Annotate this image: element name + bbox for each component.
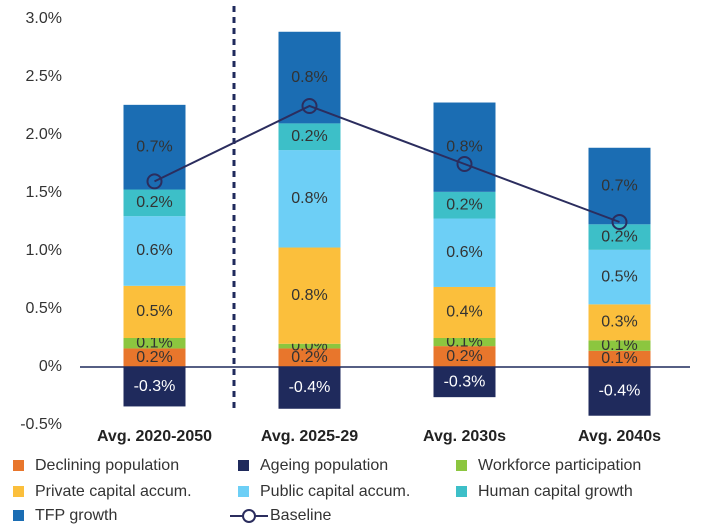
- legend-marker: [242, 509, 256, 523]
- data-label: -0.4%: [289, 379, 331, 396]
- bar-segment: [433, 367, 496, 398]
- bar-segment: [433, 286, 496, 338]
- bar-segment: [588, 147, 651, 225]
- y-tick-label: 2.0%: [26, 126, 62, 143]
- data-label: 0.6%: [446, 244, 482, 261]
- y-tick-label: 3.0%: [26, 10, 62, 27]
- data-label: 0.2%: [136, 194, 172, 211]
- data-label: 0.4%: [446, 304, 482, 321]
- bar-segment: [278, 343, 341, 349]
- y-tick-label: -0.5%: [20, 416, 62, 433]
- y-tick-label: 1.0%: [26, 242, 62, 259]
- bar-segment: [433, 346, 496, 367]
- legend-swatch: [456, 460, 467, 471]
- x-tick-label: Avg. 2025-29: [261, 428, 358, 445]
- legend-label: Private capital accum.: [35, 483, 192, 500]
- bar-segment: [123, 348, 186, 367]
- data-label: 0.5%: [136, 303, 172, 320]
- legend-swatch: [13, 486, 24, 497]
- data-label: 0.8%: [446, 138, 482, 155]
- data-label: -0.3%: [134, 378, 176, 395]
- data-label: 0.2%: [446, 348, 482, 365]
- bar-segment: [433, 218, 496, 287]
- bar-segment: [278, 31, 341, 124]
- data-label: 0.7%: [136, 138, 172, 155]
- bar-segment: [433, 102, 496, 192]
- legend-label: Declining population: [35, 457, 179, 474]
- bar-segment: [588, 249, 651, 305]
- data-label: 0.8%: [291, 190, 327, 207]
- bar-segment: [123, 104, 186, 190]
- bar-segment: [278, 247, 341, 344]
- bar-segment: [433, 338, 496, 347]
- data-label: 0.7%: [601, 177, 637, 194]
- line-point: [146, 173, 163, 190]
- data-label: 0.1%: [136, 334, 172, 351]
- bar-segment: [588, 340, 651, 351]
- bar-segment: [588, 350, 651, 367]
- x-tick-label: Avg. 2030s: [423, 428, 506, 445]
- legend-label: TFP growth: [35, 507, 117, 524]
- data-label: 0.8%: [291, 287, 327, 304]
- line-point: [456, 156, 473, 172]
- line: [154, 104, 620, 223]
- data-label: 0.3%: [601, 314, 637, 331]
- data-label: 0.2%: [291, 128, 327, 145]
- bar-segment: [278, 348, 341, 367]
- bar-segment: [588, 367, 651, 416]
- legend-label: Public capital accum.: [260, 483, 410, 500]
- data-label: -0.4%: [599, 383, 641, 400]
- y-tick-label: 0.5%: [26, 300, 62, 317]
- legend-swatch: [238, 460, 249, 471]
- bar-segment: [123, 189, 186, 217]
- data-label: 0.2%: [291, 349, 327, 366]
- bar-segment: [123, 216, 186, 286]
- data-label: 0.6%: [136, 242, 172, 259]
- y-tick-label: 2.5%: [26, 68, 62, 85]
- y-tick-label: 0%: [39, 358, 62, 375]
- bar-segment: [123, 285, 186, 338]
- legend-swatch: [456, 486, 467, 497]
- legend-swatch: [238, 486, 249, 497]
- legend-label: Ageing population: [260, 457, 388, 474]
- bar-segment: [278, 123, 341, 151]
- bar-segment: [123, 338, 186, 349]
- bar-segment: [433, 191, 496, 219]
- data-label: 0.2%: [446, 196, 482, 213]
- y-tick-label: 1.5%: [26, 184, 62, 201]
- line-point: [301, 98, 318, 114]
- data-label: 0.1%: [601, 350, 637, 367]
- legend-swatch: [13, 460, 24, 471]
- data-label: 0.8%: [291, 69, 327, 86]
- data-label: 0.2%: [136, 349, 172, 366]
- legend-swatch: [13, 510, 24, 521]
- legend-label: Human capital growth: [478, 483, 633, 500]
- bar-segment: [123, 367, 186, 407]
- legend-label: Baseline: [270, 507, 331, 524]
- data-label: 0.2%: [601, 228, 637, 245]
- bar-segment: [278, 150, 341, 248]
- data-label: 0.5%: [601, 268, 637, 285]
- data-label: 0.1%: [601, 337, 637, 354]
- bar-segment: [278, 367, 341, 409]
- x-tick-label: Avg. 2040s: [578, 428, 661, 445]
- data-label: -0.3%: [444, 373, 486, 390]
- x-tick-label: Avg. 2020-2050: [97, 428, 212, 445]
- legend-label: Workforce participation: [478, 457, 641, 474]
- bar-segment: [588, 304, 651, 341]
- line-point: [611, 214, 628, 230]
